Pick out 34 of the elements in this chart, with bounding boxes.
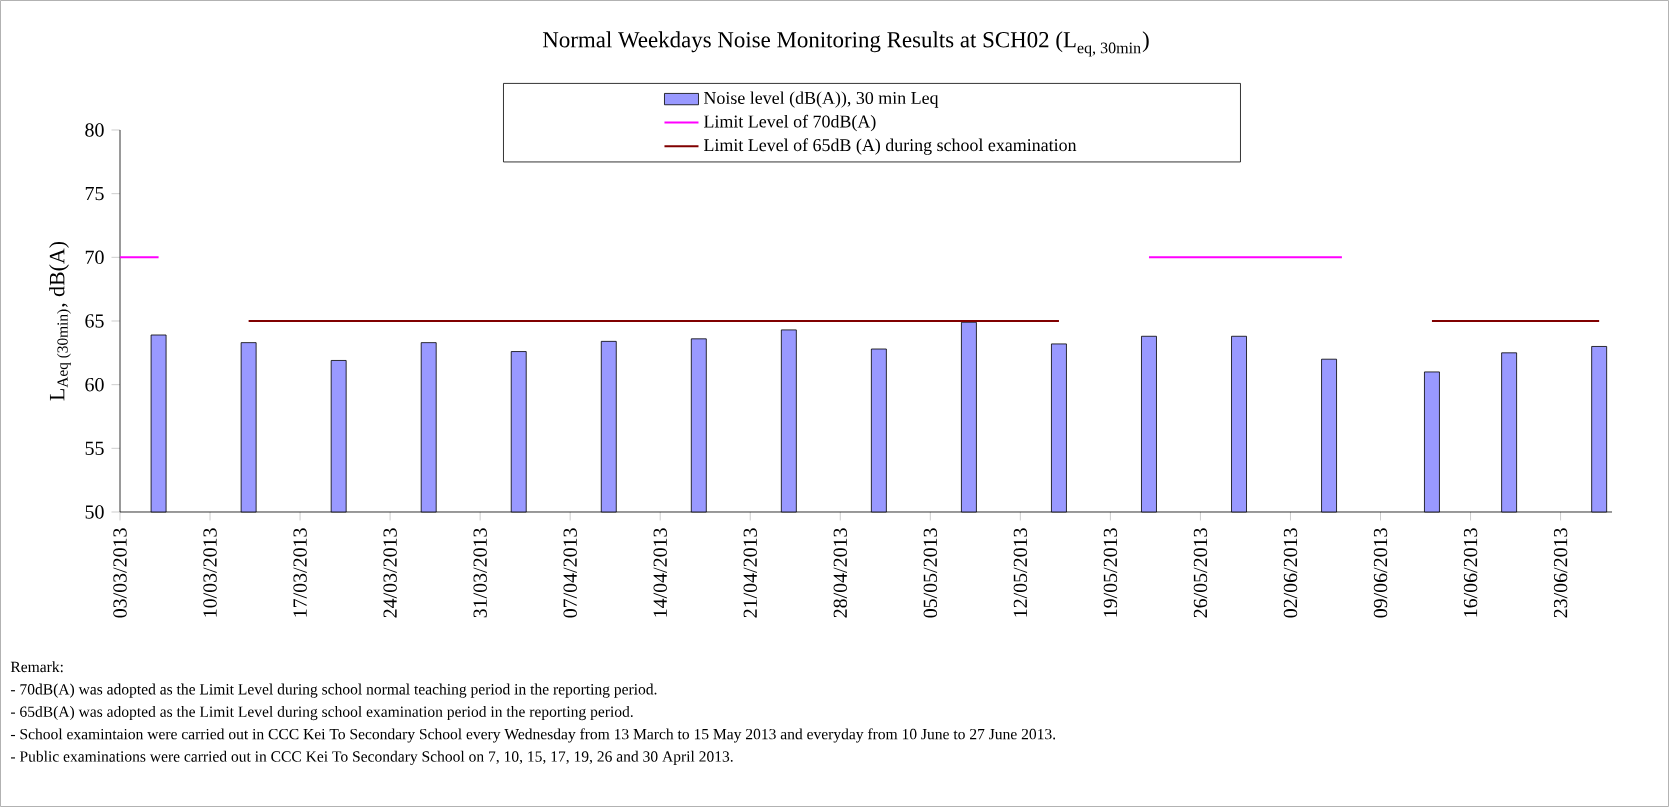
x-tick-label: 14/04/2013 — [653, 528, 667, 617]
x-tick-label: 12/05/2013 — [1013, 528, 1028, 617]
text: - 70dB(A) was adopted as the Limit Level during school normal teaching period in the reporting period. — [10, 683, 657, 698]
x-tick-label: 26/05/2013 — [1193, 528, 1208, 618]
y-tick-label: 60 — [85, 377, 104, 392]
x-tick-label: 21/04/2013 — [743, 528, 757, 618]
x-tick-label: 09/06/2013 — [1373, 528, 1388, 618]
x-tick-label: 16/06/2013 — [1463, 528, 1478, 617]
legend-label: Limit Level of 70dB(A) — [704, 114, 876, 132]
x-tick-label: 03/03/2013 — [113, 528, 127, 618]
x-tick-label: 10/03/2013 — [203, 528, 217, 617]
chart-title: $\text{Normal Weekdays Noise Monitoring Results at SCH02 (L}_{\text{eq, 30min}}\text{)}$ — [542, 31, 1149, 57]
y-tick-label: 55 — [85, 441, 104, 455]
text: - 65dB(A) was adopted as the Limit Level during school examination period in the reporting period. — [10, 706, 633, 721]
x-tick-label: 28/04/2013 — [833, 528, 847, 618]
legend-label: Noise level (dB(A)), 30 min Leq — [704, 91, 939, 108]
x-tick-label: 02/06/2013 — [1283, 528, 1298, 618]
y-axis-title: $\text{L}_{\text{Aeq (30min)}}\text{, dB(A)}$ — [49, 241, 71, 401]
legend-label: Limit Level of 65dB (A) during school examination — [704, 138, 1077, 155]
y-tick-label: 75 — [85, 187, 104, 201]
y-tick-label: 80 — [85, 123, 104, 137]
x-tick-label: 31/03/2013 — [473, 528, 487, 618]
x-tick-label: 19/05/2013 — [1103, 528, 1118, 617]
text: - Public examinations were carried out in CCC Kei To Secondary School on 7, 10, 15, 17, 19, 26 and 30 April 2013. — [10, 750, 733, 765]
y-tick-label: 50 — [85, 505, 104, 519]
x-tick-label: 24/03/2013 — [383, 528, 397, 618]
x-tick-label: 05/05/2013 — [923, 528, 938, 618]
text: Remark: — [10, 661, 63, 673]
x-tick-label: 23/06/2013 — [1553, 528, 1568, 618]
x-tick-label: 07/04/2013 — [563, 528, 577, 618]
y-tick-label: 65 — [85, 314, 104, 328]
x-tick-label: 17/03/2013 — [293, 528, 307, 617]
text: - School examintaion were carried out in CCC Kei To Secondary School every Wednesday from 13 March to 15 May 2013 and everyday from 10 June to 27 June 2013. — [10, 728, 1056, 743]
y-tick-label: 70 — [85, 250, 104, 265]
